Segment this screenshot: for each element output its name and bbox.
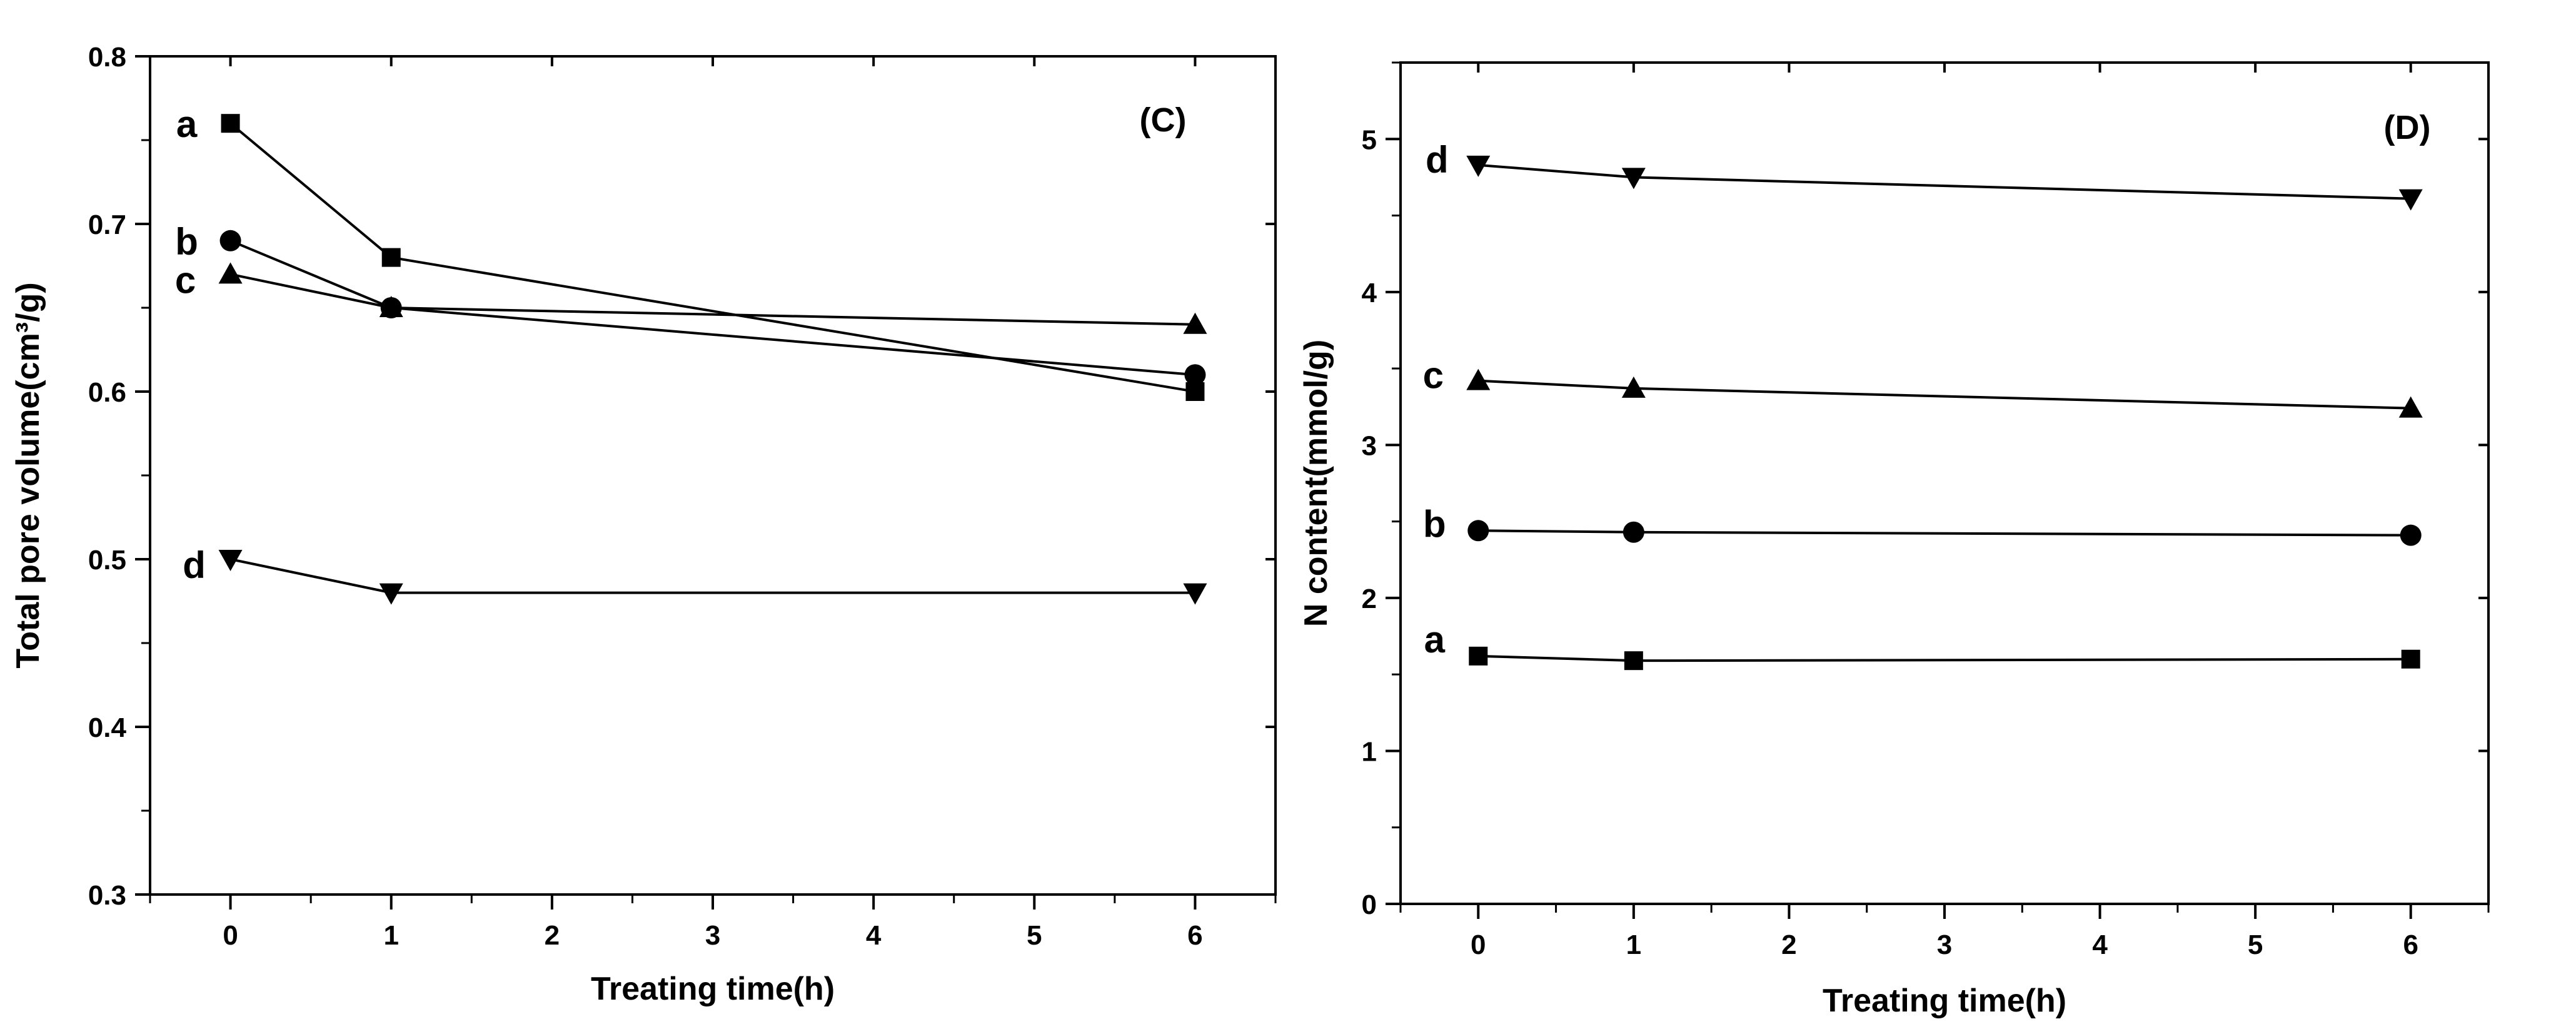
x-tick-label: 5 bbox=[1027, 920, 1042, 951]
series-d-point bbox=[1621, 168, 1646, 190]
series-a-point bbox=[2401, 649, 2420, 669]
series-b-point bbox=[219, 230, 241, 251]
y-tick-label: 0 bbox=[1362, 890, 1377, 920]
series-c-label: c bbox=[1423, 355, 1444, 397]
series-c-label: c bbox=[175, 259, 196, 301]
series-a-point bbox=[381, 248, 401, 267]
series-d-point bbox=[1466, 155, 1491, 177]
series-c-point bbox=[1183, 312, 1207, 334]
y-axis-label: N content(mmol/g) bbox=[1298, 340, 1334, 627]
series-d-label: d bbox=[1426, 139, 1449, 181]
series-d-label: d bbox=[183, 544, 206, 586]
series-c-point bbox=[1621, 376, 1646, 398]
x-tick-label: 4 bbox=[866, 920, 882, 951]
panel-c: 0 1 2 3 4 5 6 0.3 0.4 0.5 0.6 0.7 0.8 Treating time(h… bbox=[10, 42, 1277, 1007]
y-tick-label: 2 bbox=[1362, 584, 1377, 614]
y-tick-label: 1 bbox=[1362, 736, 1377, 767]
series-b-point bbox=[2400, 524, 2422, 546]
series-b-label: b bbox=[175, 221, 198, 263]
x-tick-label: 6 bbox=[1187, 920, 1202, 951]
y-tick-label: 0.6 bbox=[88, 377, 126, 408]
series-c-point bbox=[2398, 396, 2423, 418]
series-d-point bbox=[379, 583, 403, 605]
panel-d: 0 1 2 3 4 5 6 0 1 2 3 4 5 Treating time(h) N content(m… bbox=[1298, 61, 2490, 1019]
series-a-point bbox=[1469, 646, 1488, 666]
x-tick-label: 2 bbox=[545, 920, 560, 951]
x-axis-label: Treating time(h) bbox=[1823, 983, 2066, 1019]
y-tick-label: 0.7 bbox=[88, 210, 126, 240]
y-tick-label: 0.4 bbox=[88, 712, 127, 743]
y-tick-label: 0.5 bbox=[88, 545, 126, 575]
series-d-point bbox=[218, 550, 243, 571]
series-b-point bbox=[1184, 364, 1206, 386]
x-axis-label: Treating time(h) bbox=[591, 971, 835, 1007]
y-tick-label: 3 bbox=[1362, 430, 1377, 461]
series-c-point bbox=[218, 262, 243, 284]
series-d-point bbox=[2398, 189, 2423, 211]
x-tick-label: 3 bbox=[1937, 930, 1952, 960]
panel-label: (C) bbox=[1140, 101, 1187, 139]
y-tick-label: 5 bbox=[1362, 124, 1377, 155]
series-d-point bbox=[1183, 583, 1207, 605]
x-tick-label: 5 bbox=[2248, 930, 2263, 960]
series-a-label: a bbox=[1424, 619, 1446, 661]
series-c-point bbox=[1466, 368, 1491, 390]
series-b-point bbox=[1467, 520, 1489, 542]
y-tick-label: 0.3 bbox=[88, 880, 126, 911]
panel-label: (D) bbox=[2384, 109, 2431, 146]
series-b-label: b bbox=[1423, 503, 1446, 545]
series-b-point bbox=[1623, 521, 1644, 543]
x-tick-label: 1 bbox=[383, 920, 398, 951]
series-a-point bbox=[1624, 651, 1643, 671]
series-c-point bbox=[379, 296, 403, 317]
x-tick-label: 1 bbox=[1626, 930, 1641, 960]
y-tick-label: 0.8 bbox=[88, 42, 126, 73]
y-tick-label: 4 bbox=[1362, 278, 1377, 308]
y-axis-label: Total pore volume(cm³/g) bbox=[10, 282, 46, 668]
series-a-point bbox=[221, 114, 240, 133]
x-tick-label: 6 bbox=[2403, 930, 2418, 960]
x-tick-label: 0 bbox=[223, 920, 238, 951]
x-tick-label: 4 bbox=[2092, 930, 2108, 960]
x-tick-label: 2 bbox=[1781, 930, 1796, 960]
series-a-label: a bbox=[176, 103, 198, 145]
x-tick-label: 3 bbox=[705, 920, 720, 951]
x-tick-label: 0 bbox=[1471, 930, 1486, 960]
